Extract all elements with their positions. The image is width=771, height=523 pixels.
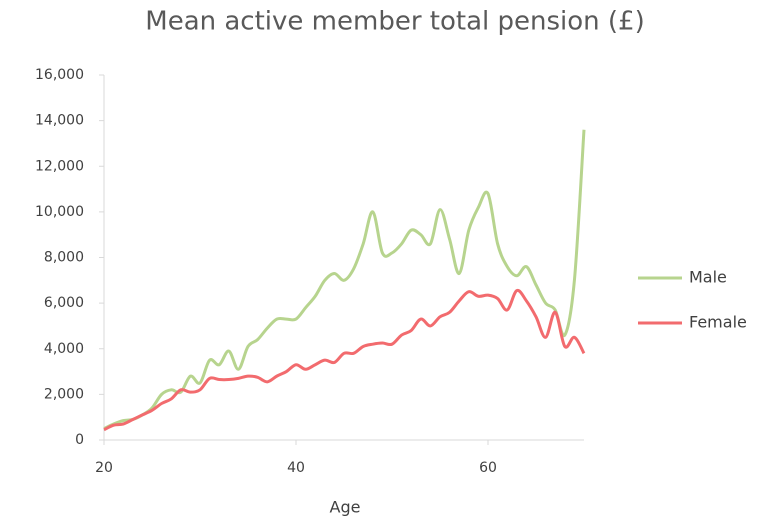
y-tick-label: 14,000 <box>35 113 84 129</box>
chart-title: Mean active member total pension (£) <box>145 7 644 37</box>
y-tick-label: 4,000 <box>44 341 84 357</box>
x-tick-label: 60 <box>479 460 497 476</box>
x-tick-label: 20 <box>95 460 113 476</box>
y-tick-label: 16,000 <box>35 67 84 83</box>
y-tick-label: 8,000 <box>44 250 84 266</box>
line-series <box>103 129 586 430</box>
x-tick-label: 40 <box>287 460 305 476</box>
y-tick-label: 10,000 <box>35 204 84 220</box>
line-series <box>103 288 586 432</box>
legend-label: Female <box>689 313 747 332</box>
y-tick-label: 6,000 <box>44 295 84 311</box>
y-tick-label: 0 <box>75 432 84 448</box>
x-axis-title: Age <box>330 498 361 517</box>
y-tick-label: 2,000 <box>44 386 84 402</box>
legend-label: Male <box>689 268 727 287</box>
y-tick-label: 12,000 <box>35 158 84 174</box>
